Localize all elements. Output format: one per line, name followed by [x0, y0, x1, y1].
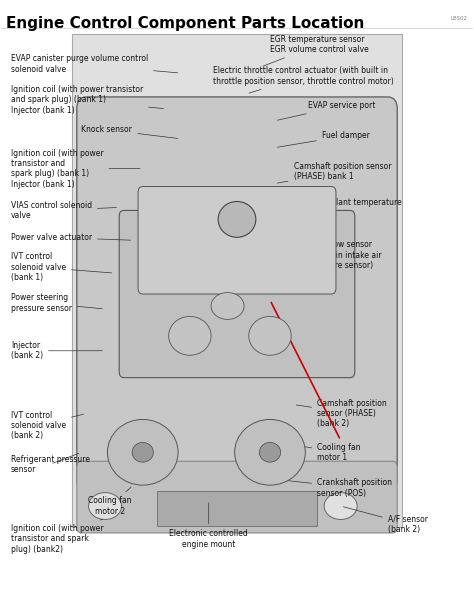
Text: Injector
(bank 2): Injector (bank 2): [11, 341, 102, 361]
Text: Ignition coil (with power transistor
and spark plug) (bank 1)
Injector (bank 1): Ignition coil (with power transistor and…: [11, 85, 164, 115]
Text: LBS02: LBS02: [451, 16, 468, 22]
Text: IVT control
solenoid valve
(bank 2): IVT control solenoid valve (bank 2): [11, 410, 83, 440]
Ellipse shape: [211, 293, 244, 319]
Text: Refrigerant pressure
sensor: Refrigerant pressure sensor: [11, 453, 90, 474]
Text: Power steering
pressure sensor: Power steering pressure sensor: [11, 293, 102, 313]
Text: IVT control
solenoid valve
(bank 1): IVT control solenoid valve (bank 1): [11, 252, 112, 282]
Text: VIAS control solenoid
valve: VIAS control solenoid valve: [11, 201, 117, 220]
FancyBboxPatch shape: [138, 187, 336, 294]
FancyBboxPatch shape: [72, 34, 402, 527]
Text: Fuel damper: Fuel damper: [277, 131, 370, 147]
Text: Ignition coil (with power
transistor and
spark plug) (bank 1)
Injector (bank 1): Ignition coil (with power transistor and…: [11, 149, 140, 189]
Text: Engine coolant temperature
sensor: Engine coolant temperature sensor: [287, 198, 401, 219]
Text: Electric throttle control actuator (with built in
throttle position sensor, thro: Electric throttle control actuator (with…: [213, 67, 394, 93]
Ellipse shape: [89, 493, 121, 520]
FancyBboxPatch shape: [77, 461, 397, 533]
FancyBboxPatch shape: [77, 97, 397, 491]
Text: Cooling fan
motor 2: Cooling fan motor 2: [88, 487, 131, 516]
Ellipse shape: [132, 442, 154, 462]
Ellipse shape: [324, 493, 357, 520]
Text: Ignition coil (with power
transistor and spark
plug) (bank2): Ignition coil (with power transistor and…: [11, 519, 103, 554]
FancyBboxPatch shape: [119, 211, 355, 377]
Text: Knock sensor: Knock sensor: [82, 125, 178, 139]
Text: EVAP canister purge volume control
solenoid valve: EVAP canister purge volume control solen…: [11, 55, 178, 74]
Text: Camshaft position sensor
(PHASE) bank 1: Camshaft position sensor (PHASE) bank 1: [277, 162, 391, 183]
Text: EVAP service port: EVAP service port: [277, 101, 375, 120]
Text: Camshaft position
sensor (PHASE)
(bank 2): Camshaft position sensor (PHASE) (bank 2…: [296, 398, 387, 428]
Text: Crankshaft position
sensor (POS): Crankshaft position sensor (POS): [277, 478, 392, 498]
FancyBboxPatch shape: [157, 491, 317, 526]
Text: A/F sensor
(bank 2): A/F sensor (bank 2): [343, 507, 428, 533]
Ellipse shape: [249, 316, 291, 355]
Ellipse shape: [218, 202, 256, 237]
Text: Engine Control Component Parts Location: Engine Control Component Parts Location: [6, 16, 365, 31]
Text: Electronic controlled
engine mount: Electronic controlled engine mount: [169, 503, 248, 548]
Text: EGR temperature sensor
EGR volume control valve: EGR temperature sensor EGR volume contro…: [263, 35, 369, 66]
Text: Power valve actuator: Power valve actuator: [11, 233, 130, 242]
Ellipse shape: [169, 316, 211, 355]
Ellipse shape: [259, 442, 281, 462]
Ellipse shape: [108, 419, 178, 485]
Ellipse shape: [235, 419, 305, 485]
Text: Cooling fan
motor 1: Cooling fan motor 1: [287, 443, 361, 462]
Text: Mass air flow sensor
(with built in intake air
temperature sensor): Mass air flow sensor (with built in inta…: [293, 241, 381, 270]
